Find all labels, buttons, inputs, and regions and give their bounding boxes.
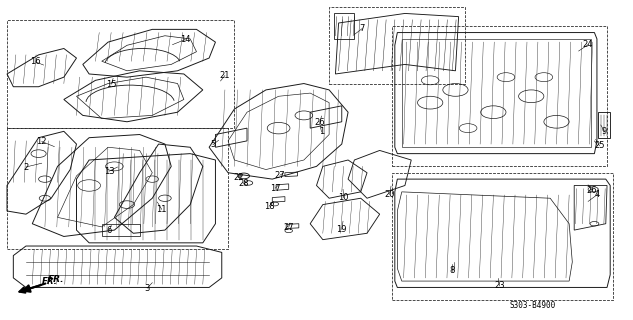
Text: 4: 4 [595, 190, 600, 199]
Text: 15: 15 [106, 80, 116, 89]
Text: FR.: FR. [42, 277, 58, 286]
Text: 26: 26 [315, 118, 325, 127]
Text: 9: 9 [602, 127, 607, 136]
Text: 5: 5 [210, 140, 216, 149]
Text: 20: 20 [384, 190, 395, 199]
Text: 10: 10 [339, 193, 349, 202]
Text: 28: 28 [239, 180, 249, 188]
Text: 13: 13 [104, 167, 115, 176]
Text: 27: 27 [284, 223, 294, 232]
Text: 14: 14 [180, 35, 191, 44]
Text: 24: 24 [583, 40, 593, 49]
Text: 6: 6 [106, 226, 112, 235]
Text: 3: 3 [144, 284, 150, 292]
Text: 23: 23 [494, 281, 505, 290]
Text: 2: 2 [23, 163, 28, 172]
Text: 18: 18 [264, 202, 275, 211]
Text: 12: 12 [37, 137, 47, 146]
Text: 1: 1 [319, 127, 324, 136]
Text: 8: 8 [449, 266, 455, 276]
Text: 27: 27 [275, 171, 285, 180]
Text: 7: 7 [360, 24, 365, 33]
Text: S303-B4900: S303-B4900 [510, 301, 556, 310]
Text: 11: 11 [156, 205, 167, 214]
Text: FR.: FR. [48, 275, 65, 284]
Text: 17: 17 [270, 184, 281, 193]
Text: 21: 21 [220, 71, 230, 80]
Text: 25: 25 [594, 141, 605, 150]
Text: 26: 26 [587, 186, 597, 195]
Text: 22: 22 [233, 173, 244, 182]
Text: 19: 19 [337, 225, 347, 234]
Text: 16: 16 [30, 57, 41, 66]
